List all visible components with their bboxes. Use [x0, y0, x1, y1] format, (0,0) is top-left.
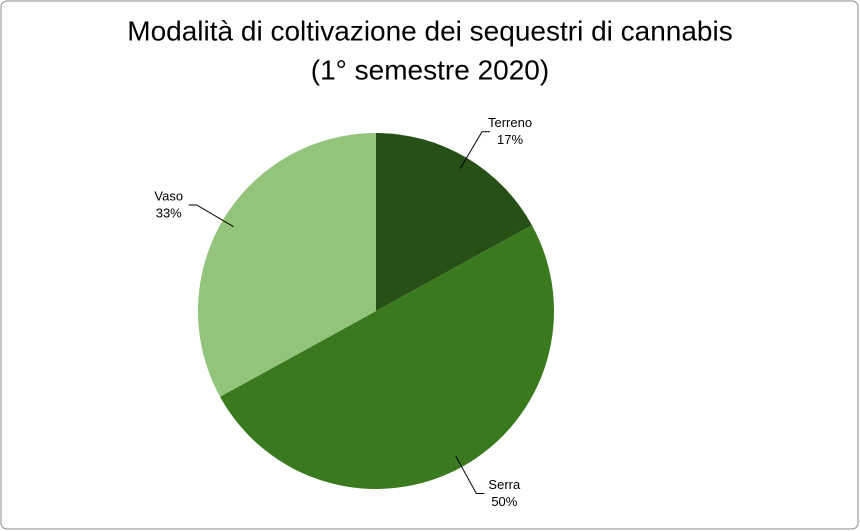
- slice-label: Serra: [488, 477, 521, 492]
- pie-slice: [220, 225, 555, 490]
- slice-value-label: 17%: [497, 132, 523, 147]
- pie-slice: [197, 133, 376, 397]
- leader-line: [455, 455, 485, 494]
- slice-label: Terreno: [488, 115, 532, 130]
- chart-subtitle: (1° semestre 2020): [311, 54, 549, 85]
- leader-line: [459, 131, 491, 169]
- chart-title: Modalità di coltivazione dei sequestri d…: [127, 15, 732, 46]
- slice-label: Vaso: [154, 188, 183, 203]
- slice-value-label: 33%: [156, 205, 182, 220]
- pie-slice: [376, 133, 532, 311]
- leader-line: [188, 204, 234, 228]
- slice-value-label: 50%: [491, 494, 517, 509]
